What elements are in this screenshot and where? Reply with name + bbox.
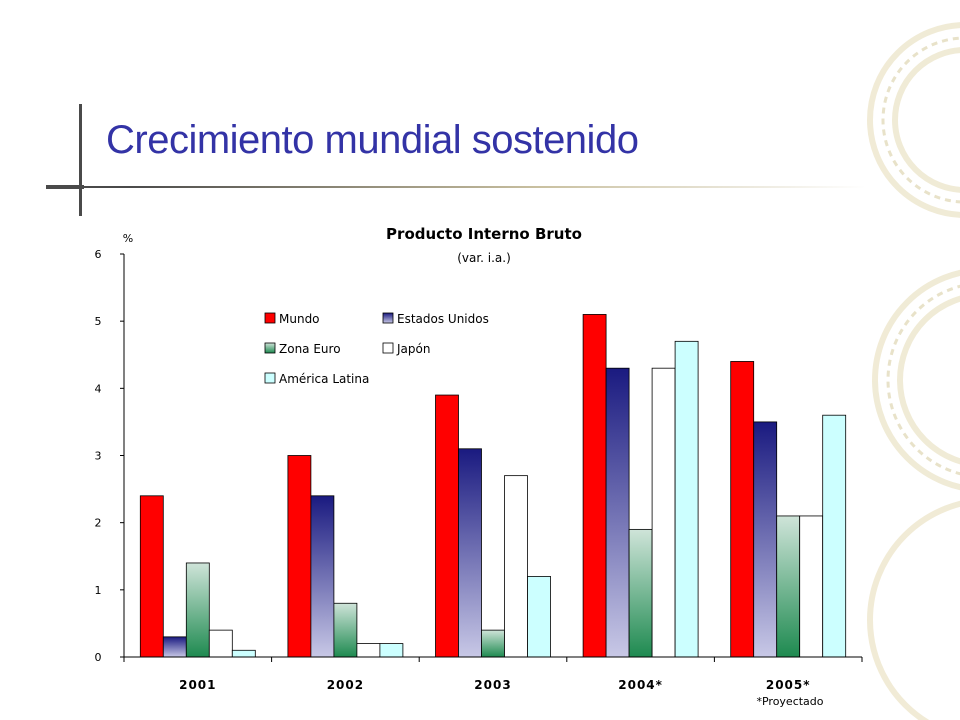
y-axis-unit-label: % — [123, 232, 133, 245]
y-tick-label: 3 — [95, 450, 102, 463]
legend-label-zona-euro: Zona Euro — [279, 342, 341, 356]
bar-estados-unidos-2002 — [310, 495, 335, 658]
bar-america-latina-2002 — [379, 643, 404, 658]
bar-mundo-2005 — [730, 361, 755, 658]
bar-japon-2002 — [356, 643, 381, 658]
bar-zona-euro-2004 — [628, 528, 653, 658]
bar-japon-2001 — [208, 629, 233, 658]
bar-america-latina-2003 — [527, 576, 551, 658]
bar-america-latina-2001 — [231, 649, 256, 658]
bar-mundo-2001 — [139, 495, 164, 658]
bar-estados-unidos-2001 — [162, 636, 187, 658]
y-tick-label: 1 — [95, 584, 102, 597]
y-tick-label: 5 — [95, 315, 102, 328]
bar-japon-2005 — [799, 515, 824, 658]
x-tick-label: 2005* — [766, 678, 811, 692]
legend-swatch-estados-unidos — [382, 312, 394, 324]
bar-america-latina-2004 — [674, 340, 699, 658]
chart-subtitle: (var. i.a.) — [457, 251, 511, 265]
bar-estados-unidos-2005 — [753, 421, 778, 658]
bar-zona-euro-2001 — [185, 562, 210, 658]
title-rule-accent — [46, 185, 84, 189]
legend-label-japon: Japón — [396, 342, 430, 356]
legend-swatch-zona-euro — [264, 342, 276, 354]
x-tick-label: 2004* — [618, 678, 663, 692]
legend-label-mundo: Mundo — [279, 312, 320, 326]
chart-title: Producto Interno Bruto — [386, 225, 582, 243]
x-tick-label: 2003 — [474, 678, 511, 692]
slide-title: Crecimiento mundial sostenido — [106, 118, 639, 162]
bar-japon-2004 — [651, 367, 676, 658]
bar-zona-euro-2003 — [481, 629, 505, 658]
bar-mundo-2002 — [287, 455, 312, 658]
x-tick-label: 2001 — [179, 678, 216, 692]
bar-mundo-2004 — [582, 314, 607, 658]
y-tick-label: 4 — [95, 382, 102, 395]
legend-swatch-america-latina — [264, 372, 276, 384]
bar-mundo-2003 — [435, 394, 459, 658]
x-tick-label: 2002 — [327, 678, 364, 692]
bar-japon-2003 — [504, 475, 528, 658]
bar-estados-unidos-2004 — [605, 367, 630, 658]
title-horizontal-rule — [46, 186, 866, 188]
legend-label-america-latina: América Latina — [279, 372, 369, 386]
bar-zona-euro-2002 — [333, 602, 358, 658]
legend-swatch-mundo — [264, 312, 276, 324]
bar-zona-euro-2005 — [776, 515, 801, 658]
projection-note: *Proyectado — [756, 695, 823, 708]
y-tick-label: 6 — [95, 248, 102, 261]
y-tick-label: 0 — [95, 651, 102, 664]
y-tick-label: 2 — [95, 517, 102, 530]
bar-estados-unidos-2003 — [458, 448, 482, 658]
legend-label-estados-unidos: Estados Unidos — [397, 312, 489, 326]
bar-america-latina-2005 — [822, 414, 847, 658]
title-vertical-rule — [79, 104, 82, 216]
legend-swatch-japon — [382, 342, 394, 354]
